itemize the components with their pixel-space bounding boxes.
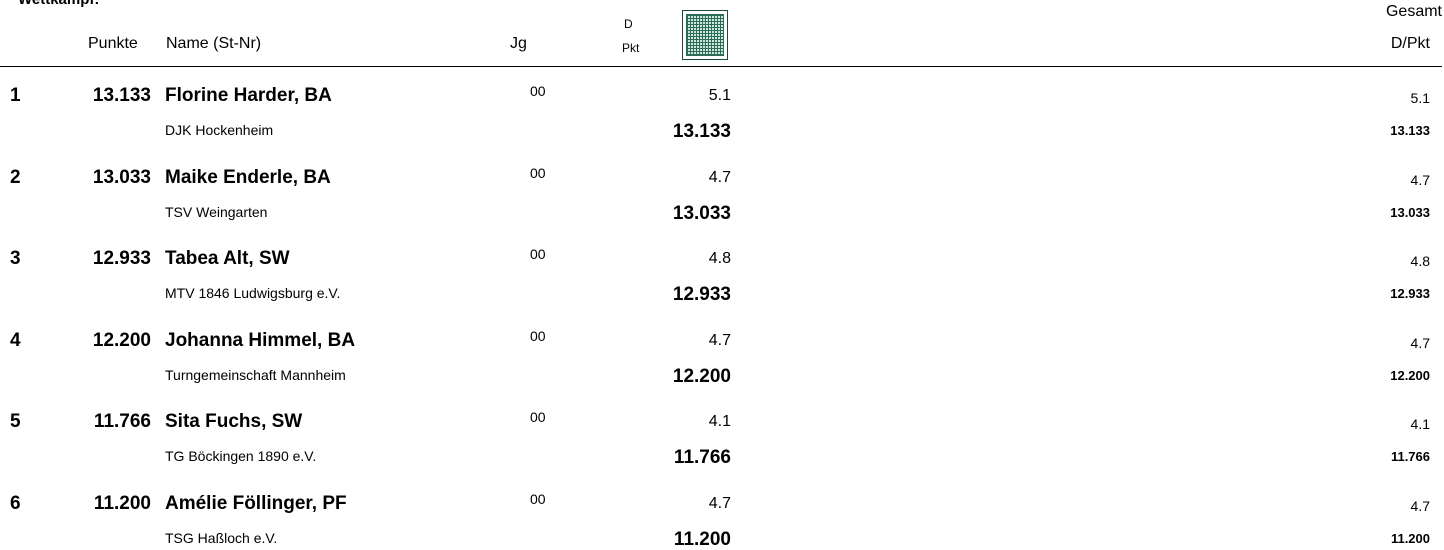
- name: Maike Enderle, BA: [165, 166, 331, 188]
- col-d: D: [624, 17, 633, 31]
- title: Wettkampf:: [18, 0, 99, 7]
- header-rule: [0, 66, 1442, 67]
- name: Sita Fuchs, SW: [165, 411, 303, 433]
- d-score: 4.1: [708, 413, 731, 431]
- total-d: 4.1: [1410, 416, 1430, 433]
- rank: 2: [10, 166, 21, 188]
- pkt-score: 12.933: [672, 284, 731, 306]
- rank: 5: [10, 411, 21, 433]
- col-pkt: Pkt: [622, 41, 640, 55]
- rank: 1: [10, 85, 21, 106]
- year: 00: [530, 246, 546, 263]
- col-total-sub: D/Pkt: [1390, 35, 1430, 52]
- d-score: 5.1: [708, 87, 731, 104]
- rank: 3: [10, 248, 21, 270]
- pkt-score: 13.133: [672, 121, 731, 142]
- pkt-score: 12.200: [672, 365, 731, 387]
- col-year: Jg: [510, 35, 527, 52]
- name: Florine Harder, BA: [165, 85, 332, 106]
- club: TSG Haßloch e.V.: [165, 530, 278, 546]
- icon-grid: [686, 14, 724, 56]
- total-pkt: 13.133: [1390, 123, 1430, 138]
- total-d: 4.7: [1410, 334, 1430, 351]
- rank: 6: [10, 493, 21, 514]
- total-d: 5.1: [1410, 90, 1430, 106]
- name: Amélie Föllinger, PF: [165, 493, 347, 514]
- total-d: 4.7: [1410, 498, 1430, 514]
- pkt-score: 11.200: [673, 529, 731, 550]
- total-d: 4.7: [1410, 171, 1430, 188]
- year: 00: [530, 164, 546, 181]
- col-name: Name (St-Nr): [166, 35, 262, 52]
- total-pkt: 12.200: [1390, 367, 1430, 383]
- d-score: 4.7: [708, 331, 731, 349]
- points: 13.133: [92, 85, 151, 106]
- year: 00: [530, 491, 546, 507]
- points: 11.766: [93, 411, 151, 433]
- club: MTV 1846 Ludwigsburg e.V.: [165, 285, 341, 302]
- d-score: 4.8: [708, 250, 731, 268]
- col-total: Gesamt: [1385, 3, 1442, 20]
- year: 00: [530, 409, 546, 426]
- total-pkt: 11.766: [1390, 449, 1430, 465]
- total-pkt: 13.033: [1390, 204, 1430, 220]
- d-score: 4.7: [708, 495, 731, 512]
- total-pkt: 11.200: [1390, 531, 1430, 546]
- d-score: 4.7: [708, 168, 731, 186]
- club: TG Böckingen 1890 e.V.: [165, 448, 317, 465]
- apparatus-icon: [682, 10, 728, 60]
- name: Tabea Alt, SW: [165, 248, 290, 270]
- total-d: 4.8: [1410, 253, 1430, 270]
- club: TSV Weingarten: [165, 203, 268, 220]
- rank: 4: [10, 329, 21, 351]
- points: 12.933: [92, 248, 151, 270]
- club: DJK Hockenheim: [165, 122, 274, 138]
- name: Johanna Himmel, BA: [165, 329, 356, 351]
- year: 00: [530, 83, 546, 99]
- pkt-score: 11.766: [673, 447, 731, 469]
- points: 13.033: [92, 166, 151, 188]
- total-pkt: 12.933: [1390, 286, 1430, 302]
- year: 00: [530, 327, 546, 344]
- points: 12.200: [92, 329, 151, 351]
- col-points: Punkte: [88, 35, 138, 52]
- points: 11.200: [93, 493, 151, 514]
- club: Turngemeinschaft Mannheim: [165, 366, 346, 383]
- pkt-score: 13.033: [672, 202, 731, 224]
